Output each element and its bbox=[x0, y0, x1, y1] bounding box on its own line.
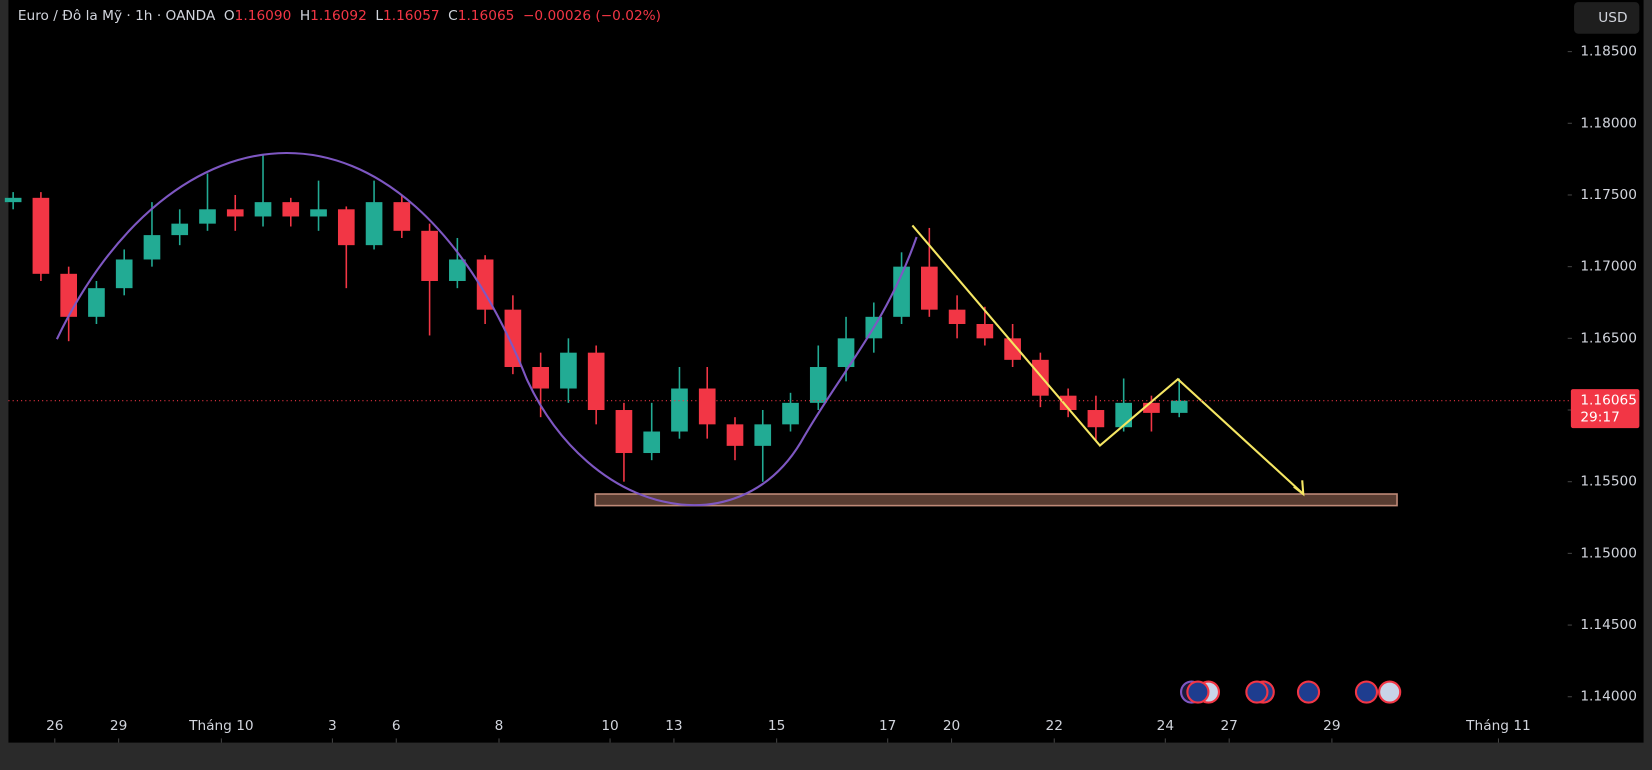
x-tick-label: 15 bbox=[768, 718, 785, 734]
candle-body bbox=[88, 288, 105, 317]
x-tick-label: 10 bbox=[601, 718, 618, 734]
candle-body bbox=[837, 338, 855, 368]
x-tick-label: 29 bbox=[1323, 718, 1340, 734]
candle-body bbox=[199, 209, 216, 224]
x-tick-label: 27 bbox=[1220, 718, 1237, 734]
x-tick-label: 24 bbox=[1157, 718, 1174, 734]
candle-body bbox=[948, 309, 966, 324]
candle-body bbox=[893, 266, 910, 317]
candle-body bbox=[4, 197, 22, 203]
legend: Euro / Đô la Mỹ · 1h · OANDA O1.16090 H1… bbox=[18, 8, 661, 24]
ohlc-value: 1.16057 bbox=[383, 8, 440, 24]
candle-body bbox=[615, 410, 633, 454]
x-tick-label: 13 bbox=[665, 718, 682, 734]
candle-body bbox=[1087, 410, 1105, 428]
candle-body bbox=[754, 424, 772, 446]
candle-body bbox=[1059, 395, 1077, 411]
event-icon bbox=[1354, 680, 1379, 704]
candle-body bbox=[171, 223, 189, 236]
symbol: Euro / Đô la Mỹ · 1h · OANDA bbox=[18, 8, 216, 24]
x-tick-label: 29 bbox=[110, 718, 127, 734]
candle-body bbox=[365, 202, 383, 246]
ohlc-value: 1.16065 bbox=[458, 8, 515, 24]
x-tick-label: 22 bbox=[1046, 718, 1063, 734]
candle-body bbox=[782, 402, 799, 425]
event-icon bbox=[1186, 680, 1210, 704]
candle-body bbox=[921, 266, 938, 310]
candles bbox=[4, 154, 1188, 482]
x-tick-label: 20 bbox=[943, 718, 960, 734]
candle-body bbox=[587, 352, 605, 411]
candle-body bbox=[809, 367, 827, 403]
arc-drawing bbox=[55, 152, 918, 506]
y-tick-label: 1.17500 bbox=[1580, 187, 1637, 203]
ohlc-value: 1.16092 bbox=[310, 8, 367, 24]
y-tick-label: 1.17000 bbox=[1580, 259, 1637, 275]
ohlc-label: O bbox=[224, 8, 235, 24]
candle-body bbox=[504, 309, 522, 368]
candle-body bbox=[726, 424, 744, 446]
event-icon bbox=[1378, 680, 1402, 704]
x-tick-label: 17 bbox=[879, 718, 896, 734]
candle-body bbox=[671, 388, 688, 432]
y-tick-label: 1.14000 bbox=[1580, 689, 1637, 705]
x-tick-label: 3 bbox=[328, 718, 337, 734]
candle-body bbox=[115, 259, 133, 289]
x-tick-label: 26 bbox=[46, 718, 63, 734]
candle-body bbox=[1032, 359, 1049, 396]
ohlc-label: L bbox=[375, 8, 383, 24]
candle-body bbox=[1143, 402, 1160, 413]
candle-body bbox=[1004, 338, 1021, 360]
candle-body bbox=[449, 259, 466, 281]
event-icon bbox=[1296, 680, 1321, 704]
candle-body bbox=[560, 352, 577, 389]
candle-body bbox=[393, 202, 411, 231]
ohlc-label: H bbox=[300, 8, 310, 24]
candle-body bbox=[476, 259, 494, 310]
candle-body bbox=[532, 367, 549, 389]
y-tick-label: 1.16500 bbox=[1580, 330, 1637, 346]
x-tick-label: 8 bbox=[495, 718, 504, 734]
candle-body bbox=[698, 388, 716, 425]
candle-body bbox=[310, 209, 327, 217]
candle-body bbox=[976, 323, 994, 339]
projection-arrowhead bbox=[1293, 480, 1305, 497]
last-price-label: 1.16065 bbox=[1580, 393, 1637, 409]
candle-body bbox=[1170, 400, 1188, 413]
support-zone bbox=[594, 493, 1398, 507]
ohlc-value: 1.16090 bbox=[235, 8, 292, 24]
currency-label[interactable]: USD bbox=[1598, 10, 1627, 26]
candle-body bbox=[282, 202, 300, 217]
event-icon bbox=[1245, 680, 1269, 704]
candle-body bbox=[337, 209, 355, 246]
y-tick-label: 1.14500 bbox=[1580, 617, 1637, 633]
projection-drawing bbox=[911, 224, 1303, 494]
x-tick-label: Tháng 11 bbox=[1465, 718, 1531, 734]
y-tick-label: 1.18000 bbox=[1580, 115, 1637, 131]
ohlc-label: C bbox=[448, 8, 458, 24]
y-tick-label: 1.18500 bbox=[1580, 44, 1637, 60]
candle-body bbox=[32, 197, 50, 274]
countdown: 29:17 bbox=[1580, 410, 1619, 426]
candle-body bbox=[143, 235, 161, 260]
y-tick-label: 1.15000 bbox=[1580, 545, 1637, 561]
currency-button[interactable] bbox=[1574, 2, 1640, 34]
event-icons bbox=[1180, 680, 1402, 704]
x-tick-label: 6 bbox=[392, 718, 401, 734]
last-price-box bbox=[1570, 389, 1640, 429]
candle-body bbox=[60, 273, 78, 317]
candle-body bbox=[226, 209, 244, 217]
change: −0.00026 (−0.02%) bbox=[523, 8, 661, 24]
candle-body bbox=[643, 431, 661, 454]
candle-body bbox=[254, 202, 272, 217]
x-tick-label: Tháng 10 bbox=[188, 718, 254, 734]
candle-body bbox=[421, 230, 438, 281]
y-tick-label: 1.15500 bbox=[1580, 474, 1637, 490]
candle-body bbox=[1115, 402, 1133, 428]
